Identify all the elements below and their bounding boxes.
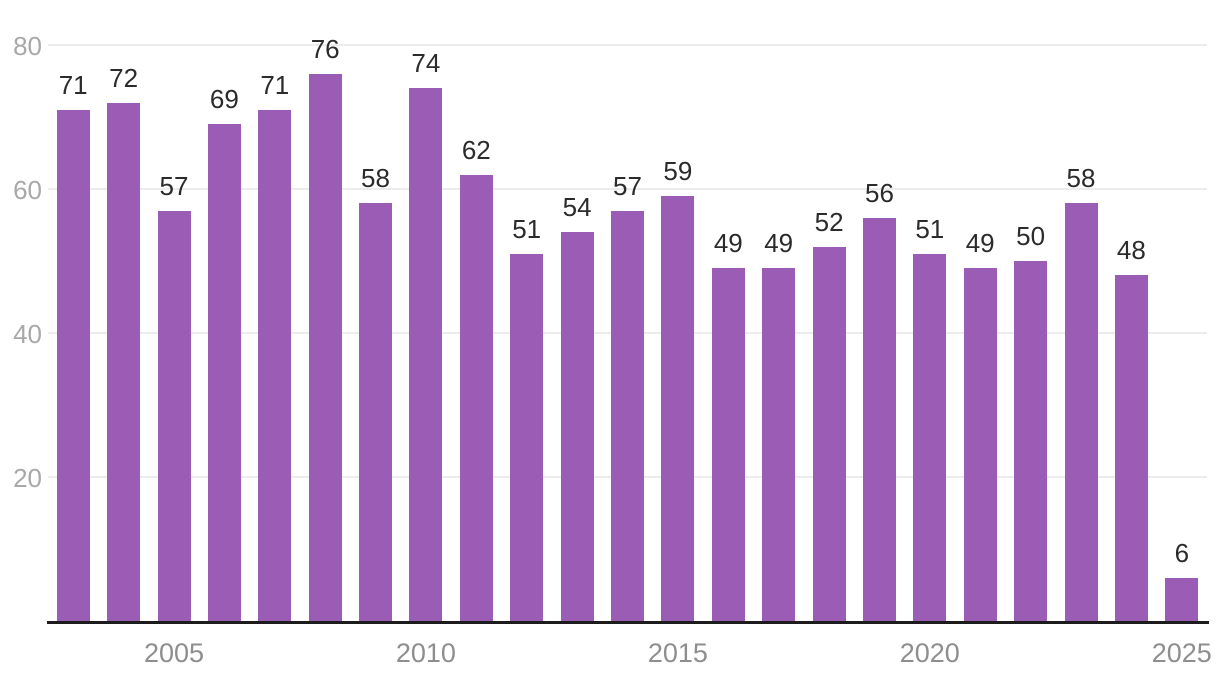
gridline-60 [48,188,1207,190]
x-tick-label-2010: 2010 [395,638,456,668]
value-label-2024: 48 [1116,235,1146,266]
value-label-2006: 69 [209,84,239,115]
x-tick-label-2025: 2025 [1151,638,1212,668]
value-label-2019: 56 [865,177,894,208]
bar-2019 [863,217,896,621]
value-label-2020: 51 [915,213,945,244]
bar-2005 [157,210,191,621]
bar-2021 [963,268,997,621]
x-tick-label-2020: 2020 [899,638,960,668]
value-label-2008: 76 [310,33,340,64]
value-label-2017: 49 [764,228,794,259]
bar-2010 [409,88,443,621]
bar-2012 [510,253,544,621]
value-label-2009: 58 [361,163,390,194]
value-label-2015: 59 [663,156,693,187]
value-label-2011: 62 [461,134,491,165]
x-axis-line [47,621,1209,624]
value-label-2022: 50 [1016,221,1046,251]
value-label-2013: 54 [562,192,592,223]
bar-2023 [1064,203,1098,621]
bar-2016 [711,268,745,621]
bar-2013 [560,232,594,621]
x-tick-label-2005: 2005 [143,638,205,668]
value-label-2016: 49 [713,228,743,259]
bar-2014 [611,210,644,621]
value-label-2021: 49 [965,228,995,259]
y-tick-label-80: 80 [13,31,42,61]
bar-2017 [762,268,796,621]
value-label-2018: 52 [814,206,844,237]
bar-2004 [107,102,141,621]
bar-2025 [1165,577,1199,621]
bar-2007 [258,109,292,621]
value-label-2014: 57 [613,170,642,201]
value-label-2007: 71 [260,69,290,100]
value-label-2005: 57 [159,170,189,201]
bar-2022 [1014,261,1048,621]
x-tick-label-2015: 2015 [647,638,708,668]
bar-2009 [359,203,392,621]
bar-2003 [56,109,90,621]
value-label-2023: 58 [1066,163,1096,194]
y-tick-label-20: 20 [13,463,42,493]
value-label-2010: 74 [411,48,441,79]
gridline-80 [48,44,1207,46]
bar-2008 [308,73,342,621]
y-tick-label-60: 60 [13,175,42,205]
bar-2006 [207,124,241,621]
value-label-2025: 6 [1174,537,1190,568]
bar-2018 [812,246,846,621]
value-label-2003: 71 [58,69,88,100]
y-tick-label-40: 40 [13,319,42,349]
bar-2015 [661,196,695,621]
value-label-2012: 51 [512,213,542,244]
bar-2011 [459,174,493,621]
bar-2024 [1114,275,1148,621]
value-label-2004: 72 [109,62,139,93]
bar-2020 [913,253,947,621]
